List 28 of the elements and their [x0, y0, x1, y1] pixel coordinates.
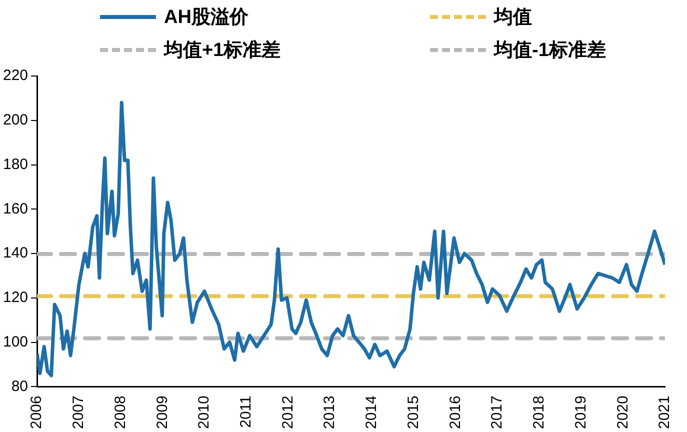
y-tick-label: 100 — [2, 333, 28, 350]
x-tick-label: 2013 — [321, 396, 338, 430]
y-tick-label: 200 — [2, 112, 28, 129]
x-tick-label: 2009 — [154, 396, 171, 430]
x-tick-label: 2014 — [363, 396, 380, 430]
x-tick-label: 2015 — [404, 396, 422, 430]
legend-label: 均值 — [494, 6, 532, 30]
legend-label: 均值-1标准差 — [494, 38, 606, 62]
x-tick-label: 2021 — [656, 396, 674, 430]
y-tick-label: 220 — [2, 67, 28, 84]
x-tick-label: 2016 — [446, 396, 464, 430]
x-tick-label: 2007 — [70, 396, 88, 430]
x-tick-label: 2020 — [614, 396, 632, 430]
x-tick-label: 2011 — [237, 396, 254, 428]
x-tick-label: 2017 — [488, 396, 506, 430]
legend-label: 均值+1标准差 — [164, 38, 281, 62]
y-tick-label: 80 — [11, 378, 28, 395]
y-tick-label: 160 — [2, 200, 28, 218]
x-tick-label: 2012 — [279, 396, 296, 430]
x-tick-label: 2010 — [196, 396, 213, 430]
y-tick-label: 140 — [2, 244, 28, 262]
y-tick-label: 120 — [2, 289, 28, 306]
legend-label: AH股溢价 — [164, 6, 248, 30]
x-tick-label: 2019 — [572, 396, 590, 430]
x-tick-label: 2008 — [112, 396, 129, 430]
x-tick-label: 2006 — [28, 396, 46, 430]
x-tick-label: 2018 — [530, 396, 548, 430]
y-tick-label: 180 — [2, 156, 28, 173]
